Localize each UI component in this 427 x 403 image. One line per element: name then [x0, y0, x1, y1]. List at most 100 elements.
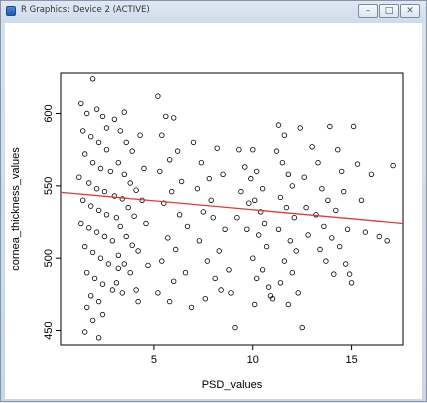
data-point: [322, 224, 327, 229]
data-point: [300, 325, 305, 330]
data-point: [256, 233, 261, 238]
data-point: [116, 160, 121, 165]
maximize-button[interactable]: □: [379, 4, 399, 18]
data-point: [252, 302, 257, 307]
data-point: [104, 147, 109, 152]
minimize-button[interactable]: –: [358, 4, 378, 18]
data-point: [116, 253, 121, 258]
data-point: [128, 270, 133, 275]
data-point: [343, 262, 348, 267]
data-point: [197, 239, 202, 244]
data-point: [282, 133, 287, 138]
data-point: [185, 224, 190, 229]
data-point: [82, 330, 87, 335]
data-point: [124, 140, 129, 145]
data-point: [254, 276, 259, 281]
data-point: [173, 247, 178, 252]
data-point: [217, 249, 222, 254]
data-point: [209, 198, 214, 203]
data-point: [332, 272, 337, 277]
data-point: [276, 227, 281, 232]
data-point: [318, 247, 323, 252]
data-point: [122, 262, 127, 267]
data-point: [264, 244, 269, 249]
data-point: [292, 215, 297, 220]
data-point: [134, 288, 139, 293]
data-point: [260, 268, 265, 273]
x-axis-label: PSD_values: [202, 379, 263, 391]
data-point: [191, 140, 196, 145]
data-point: [183, 270, 188, 275]
data-point: [116, 266, 121, 271]
data-point: [251, 147, 256, 152]
data-point: [80, 129, 85, 134]
data-point: [330, 236, 335, 241]
data-point: [120, 291, 125, 296]
data-point: [80, 198, 85, 203]
x-tick-label: 5: [151, 354, 157, 366]
data-point: [278, 281, 283, 286]
data-point: [134, 188, 139, 193]
data-point: [118, 224, 123, 229]
data-point: [98, 256, 103, 261]
data-point: [106, 262, 111, 267]
data-point: [96, 140, 101, 145]
y-tick-label: 500: [43, 249, 55, 267]
data-point: [126, 205, 131, 210]
data-point: [96, 299, 101, 304]
data-point: [160, 133, 165, 138]
title-bar[interactable]: R Graphics: Device 2 (ACTIVE) – □ ✕: [1, 1, 426, 23]
data-point: [284, 205, 289, 210]
data-point: [251, 256, 256, 261]
data-point: [223, 227, 228, 232]
data-point: [254, 169, 259, 174]
data-point: [243, 165, 248, 170]
data-point: [280, 160, 285, 165]
data-point: [160, 259, 165, 264]
data-point: [86, 181, 91, 186]
data-point: [110, 239, 115, 244]
data-point: [102, 234, 107, 239]
data-point: [221, 172, 226, 177]
r-app-icon: [6, 6, 16, 16]
data-point: [94, 186, 99, 191]
data-point: [171, 116, 176, 121]
window-title: R Graphics: Device 2 (ACTIVE): [21, 5, 150, 15]
data-point: [201, 210, 206, 215]
data-point: [130, 243, 135, 248]
data-point: [237, 147, 242, 152]
data-point: [96, 208, 101, 213]
data-point: [282, 259, 287, 264]
data-point: [324, 259, 329, 264]
data-point: [112, 117, 117, 122]
data-point: [347, 272, 352, 277]
data-point: [110, 288, 115, 293]
data-point: [345, 227, 350, 232]
data-point: [385, 239, 390, 244]
y-tick-label: 550: [43, 177, 55, 195]
data-point: [90, 160, 95, 165]
data-point: [142, 166, 147, 171]
data-point: [144, 221, 149, 226]
data-point: [302, 175, 307, 180]
data-point: [124, 234, 129, 239]
x-tick-label: 15: [345, 354, 357, 366]
data-point: [84, 305, 89, 310]
data-point: [227, 268, 232, 273]
data-point: [88, 134, 93, 139]
data-point: [82, 244, 87, 249]
data-point: [156, 94, 161, 99]
plot-canvas: 5 10 15 450 500 550 600 PSD_values cornea_thi…: [5, 23, 422, 399]
data-point: [310, 145, 315, 150]
data-point: [79, 221, 84, 226]
data-point: [100, 114, 105, 119]
data-point: [122, 172, 127, 177]
data-point: [164, 114, 169, 119]
data-point: [351, 124, 356, 129]
data-point: [219, 288, 224, 293]
regression-line: [61, 192, 403, 223]
data-point: [377, 234, 382, 239]
y-axis-ticks: 450500550600: [43, 104, 61, 339]
close-button[interactable]: ✕: [400, 4, 420, 18]
